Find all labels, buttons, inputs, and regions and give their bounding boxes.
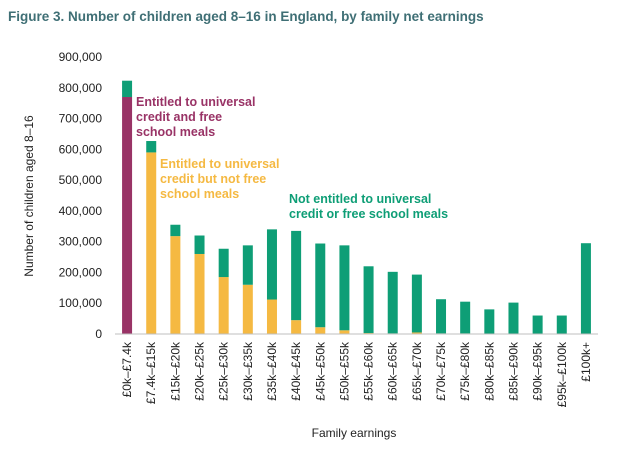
bar-segment-series-3 [242,245,253,285]
annotation-text: credit but not free [160,172,266,186]
bar-segment-series-2 [218,277,229,334]
y-tick-label: 600,000 [59,142,103,156]
y-tick-label: 300,000 [59,235,103,249]
x-tick-label: £35k–£40k [265,341,279,401]
bar-segment-series-3 [291,230,302,321]
x-tick-label: £40k–£45k [289,341,303,401]
x-axis-ticks: £0k–£7.4k £7.4k–£15k £15k–£20k £20k–£25k £25… [120,341,593,407]
y-tick-label: 900,000 [59,50,103,64]
x-tick-label: £80k–£85k [482,341,496,401]
annotation-text: school meals [136,125,215,139]
x-tick-label: £30k–£35k [241,341,255,401]
x-tick-label: £60k–£65k [386,341,400,401]
x-tick-label: £75k–£80k [458,341,472,401]
bar-segment-series-3 [411,274,422,333]
bar-segment-series-2 [411,332,422,334]
annotation-text: Entitled to universal [136,95,255,109]
bar-segment-series-3 [315,243,326,328]
x-tick-label: £15k–£20k [168,341,182,401]
bar-segment-series-3 [580,243,591,334]
y-tick-label: 100,000 [59,296,103,310]
y-tick-label: 0 [95,327,102,341]
bar-segment-series-2 [194,253,205,334]
bar-segment-series-2 [266,299,277,334]
x-tick-label: £50k–£55k [337,341,351,401]
bar-segment-series-2 [242,284,253,334]
bars [122,80,591,334]
annotation-text: credit and free [136,110,222,124]
y-axis-ticks: 0 100,000 200,000 300,000 400,000 500,000 600,… [59,50,103,341]
bar-segment-series-3 [194,235,205,254]
x-tick-label: £20k–£25k [193,341,207,401]
x-axis-label: Family earnings [312,426,397,440]
bar-segment-series-3 [460,301,471,334]
bar-segment-series-3 [484,309,495,334]
x-tick-label: £85k–£90k [506,341,520,401]
chart-title: Figure 3. Number of children aged 8–16 i… [8,9,484,24]
bar-segment-series-3 [122,80,133,98]
x-tick-label: £95k–£100k [555,341,569,407]
x-tick-label: £25k–£30k [217,341,231,401]
bar-segment-series-2 [146,152,157,334]
y-tick-label: 800,000 [59,81,103,95]
y-axis-label: Number of children aged 8–16 [22,115,36,277]
annotation-text: Entitled to universal [160,157,279,171]
bar-segment-series-3 [508,302,519,334]
y-tick-label: 500,000 [59,173,103,187]
bar-segment-series-3 [556,315,567,334]
bar-segment-series-2 [170,236,181,334]
bar-segment-series-2 [315,327,326,334]
x-tick-label: £45k–£50k [313,341,327,401]
bar-segment-series-1 [122,97,133,334]
bar-segment-series-3 [266,229,277,300]
x-tick-label: £55k–£60k [362,341,376,401]
bar-segment-series-2 [339,330,350,334]
bar-segment-series-2 [291,320,302,334]
y-tick-label: 200,000 [59,265,103,279]
bar-segment-series-3 [339,245,350,331]
annotation-text: credit or free school meals [289,207,448,221]
annotation-text: school meals [160,187,239,201]
bar-segment-series-3 [170,224,181,237]
bar-segment-series-3 [436,299,447,334]
x-tick-label: £90k–£95k [531,341,545,401]
y-tick-label: 400,000 [59,204,103,218]
bar-segment-series-3 [363,266,374,334]
y-tick-label: 700,000 [59,112,103,126]
x-tick-label: £100k+ [579,342,593,382]
annotation-text: Not entitled to universal [289,192,431,206]
bar-segment-series-3 [387,271,398,334]
bar-segment-series-3 [532,315,543,334]
bar-segment-series-3 [218,248,229,278]
x-tick-label: £70k–£75k [434,341,448,401]
x-tick-label: £65k–£70k [410,341,424,401]
x-tick-label: £0k–£7.4k [120,341,134,397]
bar-segment-series-3 [146,141,157,153]
x-tick-label: £7.4k–£15k [144,341,158,404]
